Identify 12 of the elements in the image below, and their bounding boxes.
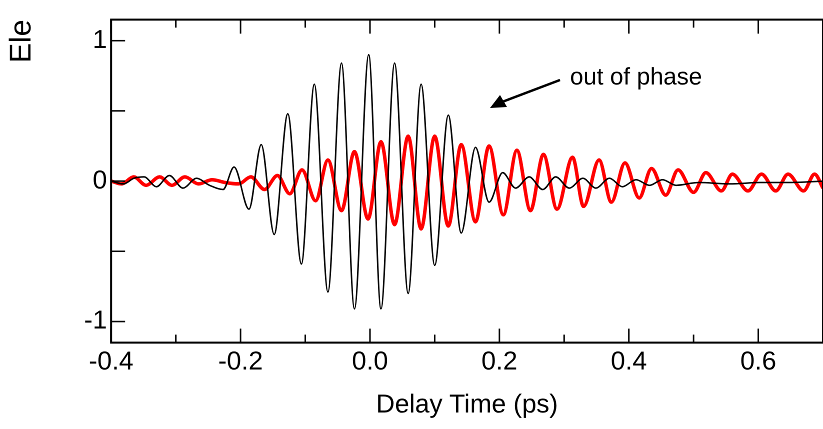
x-tick-label: 0.2 [481, 345, 518, 376]
x-tick-label: -0.2 [218, 345, 263, 376]
x-tick-label: -0.4 [88, 345, 134, 376]
y-tick-label: 0 [92, 164, 108, 194]
x-tick-label: 0.4 [610, 345, 647, 376]
y-tick-label: -1 [84, 304, 108, 335]
x-axis-title: Delay Time (ps) [376, 388, 558, 419]
x-tick-label: 0.6 [740, 345, 776, 376]
y-axis-title: Ele [4, 20, 38, 63]
annotation: out of phase [570, 64, 702, 91]
x-tick-label: 0.0 [352, 345, 388, 376]
y-tick-label: 1 [92, 24, 108, 54]
